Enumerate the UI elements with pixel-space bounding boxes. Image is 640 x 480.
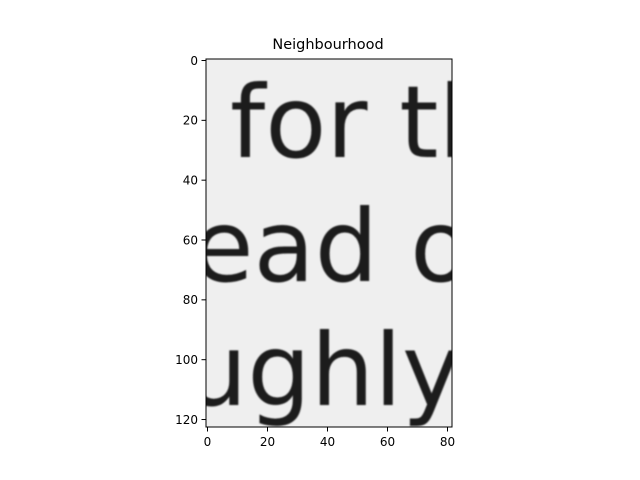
y-tick-label: 60 (183, 233, 198, 247)
image-plot: for th ead o ughly (184, 59, 502, 429)
y-tick-label: 40 (183, 173, 198, 187)
y-tick-label: 80 (183, 293, 198, 307)
x-axis: 0 20 40 60 80 (204, 427, 455, 449)
y-tick-label: 20 (183, 114, 198, 128)
chart-title: Neighbourhood (272, 37, 383, 53)
text-line-2: ead o (192, 188, 471, 305)
x-tick-label: 80 (440, 435, 455, 449)
x-tick-label: 60 (380, 435, 395, 449)
scanned-text: for th ead o ughly (184, 64, 502, 429)
text-line-3: ughly (184, 312, 461, 429)
x-tick-label: 20 (260, 435, 275, 449)
y-tick-label: 0 (190, 54, 198, 68)
y-tick-label: 100 (175, 353, 198, 367)
text-line-1: for th (230, 64, 502, 181)
y-tick-label: 120 (175, 413, 198, 427)
plot-frame (205, 58, 453, 428)
x-tick-label: 0 (204, 435, 212, 449)
x-tick-label: 40 (320, 435, 335, 449)
paper-background (206, 59, 452, 427)
y-axis: 0 20 40 60 80 100 120 (175, 54, 206, 427)
